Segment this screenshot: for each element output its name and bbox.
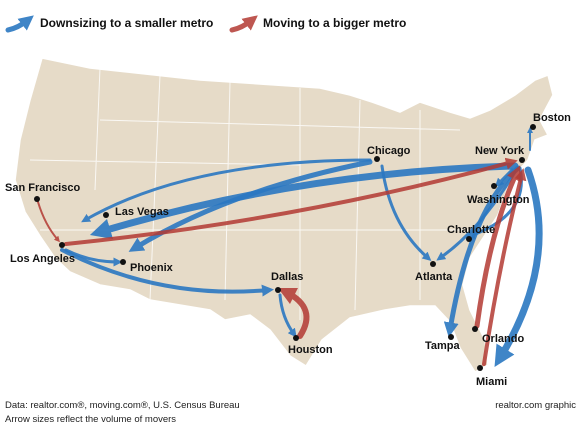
city-label: New York: [475, 145, 525, 157]
city-label: Charlotte: [447, 224, 495, 236]
state-lines: [29, 67, 470, 320]
city-label: San Francisco: [5, 182, 80, 194]
city-label: Washington: [467, 194, 530, 206]
city-dots: [34, 124, 536, 371]
legend-label: Moving to a bigger metro: [263, 16, 406, 30]
city-label: Dallas: [271, 271, 303, 283]
legend: Downsizing to a smaller metro Moving to …: [5, 15, 406, 33]
legend-label: Downsizing to a smaller metro: [40, 16, 213, 30]
city-label: Orlando: [482, 333, 524, 345]
city-label: Atlanta: [415, 271, 453, 283]
arrows: [37, 127, 543, 367]
city-label: Phoenix: [130, 262, 174, 274]
city-label: Tampa: [425, 340, 461, 352]
city-label: Las Vegas: [115, 206, 169, 218]
city-label: Boston: [533, 112, 571, 124]
legend-icon: [5, 15, 34, 33]
source: Data: realtor.com®, moving.com®, U.S. Ce…: [5, 400, 240, 411]
city-label: Los Angeles: [10, 253, 75, 265]
city-labels: San Francisco Los Angeles Las Vegas Phoe…: [5, 112, 571, 388]
note: Arrow sizes reflect the volume of movers: [5, 414, 176, 425]
legend-icon: [229, 15, 258, 33]
credit: realtor.com graphic: [495, 400, 576, 411]
city-label: Houston: [288, 344, 333, 356]
city-label: Miami: [476, 376, 507, 388]
city-label: Chicago: [367, 145, 411, 157]
